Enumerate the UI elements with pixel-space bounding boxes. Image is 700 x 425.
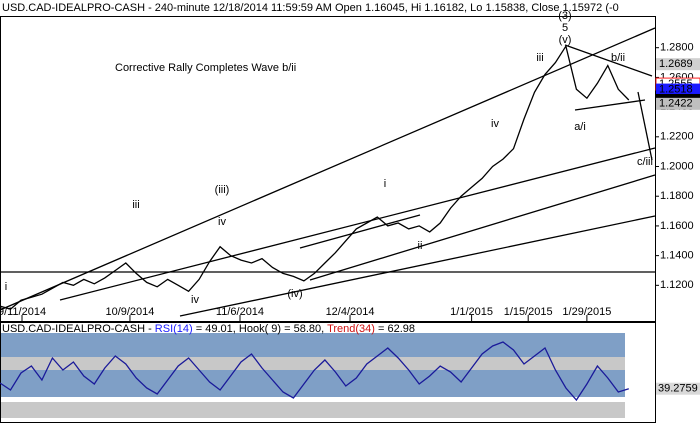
rsi-band [0,402,625,418]
price-label: 1.2518 [659,83,693,95]
trend-lines [0,27,656,317]
rsi-bands [0,333,625,418]
y-tick-label: 1.1400 [660,250,694,262]
rsi-frame [0,322,656,423]
wave-label: iv [218,216,226,228]
rsi-title-part: = 58.80, [281,323,327,335]
price-label: 1.2689 [659,58,693,70]
rsi-box [656,382,700,395]
rsi-title: USD.CAD-IDEALPRO-CASH - RSI(14) = 49.01,… [2,323,415,335]
x-tick-label: 12/4/2014 [326,306,375,318]
price-box [656,83,700,96]
y-tick-label: 1.2200 [660,131,694,143]
rsi-title-part: = 49.01, [193,323,239,335]
wave-label: iv [491,118,499,130]
y-tick-label: 1.1800 [660,190,694,202]
trend-line [637,91,653,161]
trend-line [0,27,656,311]
y-tick-label: 1.1600 [660,220,694,232]
wave-label: iv [191,294,199,306]
price-line [0,44,630,310]
y-tick-label: 1.1200 [660,279,694,291]
wave-label: i [5,281,7,293]
wave-label: i [384,178,386,190]
wave-label: iii [536,52,543,64]
trend-line [564,44,653,77]
rsi-label: 39.2759 [658,383,698,395]
trend-line [299,214,421,249]
trend-line [309,174,656,281]
x-tick-label: 10/9/2014 [105,306,154,318]
x-tick-label: 1/15/2015 [504,306,553,318]
wave-label: iii [132,199,139,211]
wave-label: 5 [562,22,568,34]
x-tick-label: 11/6/2014 [216,306,264,318]
rsi-band [0,370,625,397]
price-box [656,97,700,110]
wave-label: c/iii [637,156,653,168]
wave-label: (3) [558,10,571,22]
wave-label: (v) [559,34,572,46]
price-line [0,341,629,402]
price-label: 1.2422 [659,98,693,110]
y-tick-label: 1.2800 [660,42,694,54]
plot-frame [0,16,656,322]
x-tick-label: 1/1/2015 [450,306,493,318]
annotation: Corrective Rally Completes Wave b/ii [115,62,296,74]
rsi-title-part: RSI(14) [155,323,193,335]
trend-line [574,99,646,111]
wave-label: (iii) [215,184,230,196]
rsi-title-part: = 62.98 [375,323,415,335]
rsi-title-part: Hook( 9) [239,323,281,335]
x-tick-label: 1/29/2015 [562,306,611,318]
trend-line [179,215,656,317]
y-tick-label: 1.2000 [660,160,694,172]
wave-label: ii [418,240,423,252]
rsi-band [0,357,625,370]
wave-label: a/i [574,121,586,133]
wave-label: b/ii [611,52,625,64]
chart-title: USD.CAD-IDEALPRO-CASH - 240-minute 12/18… [2,2,619,14]
trend-line [59,147,656,301]
rsi-title-part: USD.CAD-IDEALPRO-CASH - [2,323,155,335]
rsi-title-part: Trend(34) [327,323,375,335]
rsi-band [0,333,625,357]
price-box [656,58,700,71]
wave-label: (iv) [287,288,302,300]
